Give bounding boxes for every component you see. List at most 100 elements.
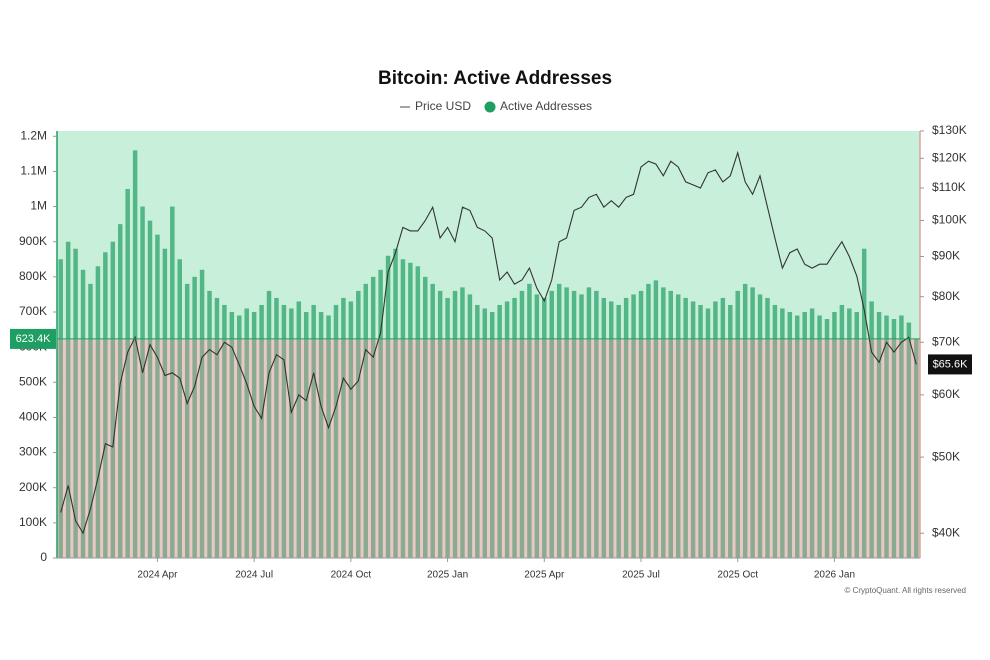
bar — [884, 315, 889, 558]
bar — [341, 297, 346, 558]
bar — [281, 304, 287, 558]
bar — [437, 290, 443, 558]
bar — [914, 338, 919, 558]
y2-tick-label: $60K — [932, 387, 960, 401]
bar — [623, 297, 629, 558]
bar — [609, 301, 614, 558]
bar — [184, 283, 190, 558]
y-tick-label: 700K — [19, 304, 47, 318]
bar — [891, 319, 897, 558]
bar — [222, 304, 227, 558]
bar — [318, 311, 324, 558]
bar — [378, 269, 383, 558]
y-tick-label: 400K — [19, 410, 47, 424]
bar — [735, 290, 740, 558]
bar — [899, 315, 904, 558]
bar — [802, 311, 807, 558]
bar — [720, 297, 726, 558]
bar — [780, 308, 785, 558]
bar — [162, 248, 168, 558]
bar — [668, 290, 674, 558]
bar — [73, 248, 78, 558]
bar — [103, 252, 108, 558]
bar — [207, 290, 212, 558]
bar — [824, 319, 830, 558]
y-tick-label: 1.1M — [20, 164, 47, 178]
bar — [408, 262, 413, 558]
x-tick-label: 2025 Jan — [427, 570, 468, 581]
bar — [363, 283, 368, 558]
y-tick-label: 500K — [19, 374, 47, 388]
value-badge — [928, 354, 972, 375]
chart-title: Bitcoin: Active Addresses — [378, 68, 612, 89]
bar — [266, 290, 272, 558]
price-line — [60, 150, 917, 535]
legend-label: Active Addresses — [500, 99, 592, 113]
y2-tick-label: $110K — [932, 180, 966, 194]
bar — [817, 315, 822, 558]
bar — [393, 248, 398, 558]
y2-tick-label: $50K — [932, 449, 960, 463]
y2-tick-label: $90K — [932, 249, 960, 263]
bar — [765, 297, 770, 558]
x-tick-label: 2026 Jan — [814, 570, 855, 581]
bar — [586, 287, 592, 558]
value-badge-label: 623.4K — [16, 333, 52, 345]
bar — [229, 311, 235, 558]
y-tick-label: 1M — [30, 199, 47, 213]
y-tick-label: 800K — [19, 269, 47, 283]
footer: © CryptoQuant. All rights reserved — [845, 586, 967, 595]
value-badge — [10, 328, 56, 349]
bar — [638, 290, 644, 558]
bar — [705, 308, 711, 558]
bar — [95, 266, 101, 558]
bar — [237, 315, 242, 558]
bar — [787, 311, 793, 558]
bar — [489, 311, 495, 558]
bar — [251, 311, 257, 558]
bar — [616, 304, 621, 558]
bar — [430, 283, 435, 558]
bar — [757, 294, 763, 558]
y-tick-label: 100K — [19, 515, 47, 529]
bar — [296, 301, 302, 558]
bar — [199, 269, 205, 558]
x-tick-label: 2024 Apr — [137, 570, 178, 581]
bar — [742, 283, 748, 558]
bar — [445, 297, 450, 558]
bar — [274, 297, 279, 558]
bar — [423, 276, 428, 558]
value-badge-label: $65.6K — [933, 358, 969, 370]
bar — [653, 280, 659, 558]
bar — [556, 283, 562, 558]
bar — [631, 294, 636, 558]
bar — [65, 241, 71, 558]
x-tick-label: 2024 Jul — [235, 570, 273, 581]
bar — [244, 308, 249, 558]
bar — [80, 269, 86, 558]
y2-tick-label: $40K — [932, 525, 960, 539]
bar — [259, 304, 264, 558]
legend-label: Price USD — [415, 99, 471, 113]
bar — [110, 241, 116, 558]
x-tick-label: 2025 Oct — [717, 570, 758, 581]
bar — [713, 301, 718, 558]
bar — [839, 304, 845, 558]
bar — [876, 311, 882, 558]
bar — [214, 297, 220, 558]
bar — [333, 304, 339, 558]
bar — [497, 304, 502, 558]
bar — [475, 304, 480, 558]
bar — [579, 294, 584, 558]
bar — [415, 266, 421, 558]
bar — [348, 301, 354, 558]
bar — [549, 290, 554, 558]
bar — [140, 206, 145, 558]
bar — [326, 315, 331, 558]
bar — [832, 311, 837, 558]
bar — [646, 283, 651, 558]
bar — [571, 290, 577, 558]
bar — [177, 259, 182, 558]
bar — [809, 308, 815, 558]
bar — [58, 259, 63, 558]
